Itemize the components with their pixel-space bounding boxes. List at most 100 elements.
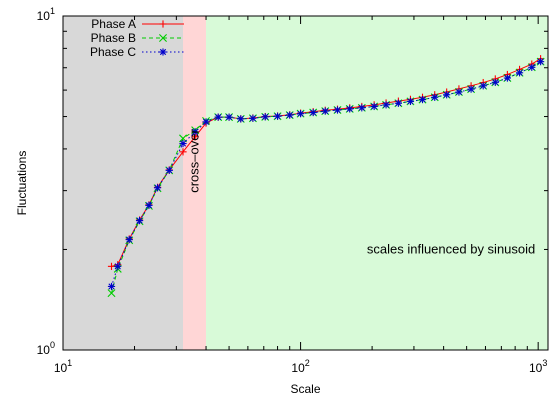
plot-frame: [62, 15, 549, 351]
data-point: [443, 91, 451, 99]
data-point-stroke: [114, 263, 121, 270]
legend-marker: [159, 48, 167, 56]
data-point: [528, 63, 536, 71]
data-point: [296, 110, 305, 118]
data-point: [467, 85, 475, 93]
legend-item: Phase C: [90, 45, 184, 59]
data-point-stroke: [310, 109, 317, 116]
x-tick-label: 102: [291, 358, 309, 375]
data-point: [191, 128, 199, 136]
data-point: [107, 289, 116, 298]
data-point-stroke: [192, 128, 199, 135]
data-point: [431, 93, 439, 101]
data-point: [346, 105, 354, 113]
data-point: [114, 262, 122, 270]
data-point: [237, 115, 245, 123]
data-point-stroke: [443, 91, 450, 98]
data-point-stroke: [455, 88, 463, 96]
data-point-stroke: [215, 114, 222, 121]
region-labels: cross–over scales influenced by sinusoid: [187, 129, 536, 257]
data-point-stroke: [202, 118, 210, 125]
data-point-stroke: [480, 82, 487, 89]
data-point-stroke: [297, 110, 304, 117]
data-point-stroke: [286, 112, 293, 119]
series-layer: [107, 55, 545, 298]
x-tick-label: 101: [54, 358, 72, 375]
data-point-stroke: [166, 167, 173, 174]
data-point: [321, 107, 329, 115]
region-label-crossover: cross–over: [187, 129, 202, 193]
data-point: [358, 104, 366, 112]
x-axis-title: Scale: [290, 382, 320, 396]
data-point: [370, 102, 378, 111]
data-point: [479, 82, 487, 90]
data-point-stroke: [107, 289, 116, 298]
data-point: [491, 78, 499, 86]
data-point: [406, 97, 415, 106]
data-point-stroke: [516, 69, 523, 76]
legend-label: Phase A: [91, 17, 136, 31]
data-point-stroke: [468, 86, 475, 93]
data-point: [145, 201, 153, 209]
data-point: [333, 106, 342, 114]
data-point-stroke: [237, 115, 244, 122]
shaded-regions: [63, 16, 548, 350]
region-label-sinusoid: scales influenced by sinusoid: [367, 241, 535, 256]
data-point-stroke: [528, 64, 535, 71]
data-point-stroke: [371, 103, 378, 110]
data-point-stroke: [225, 114, 233, 121]
series-line: [111, 61, 541, 294]
data-point: [249, 114, 257, 122]
data-point-stroke: [537, 58, 544, 65]
data-point: [418, 95, 427, 104]
y-axis-title: Fluctuations: [15, 151, 29, 216]
data-point: [503, 74, 511, 82]
data-point-stroke: [334, 106, 341, 114]
region-1: [183, 16, 207, 350]
data-point: [537, 58, 545, 66]
data-point: [225, 113, 233, 121]
data-point-stroke: [346, 105, 353, 113]
legend-marker: [159, 34, 167, 42]
data-point-stroke: [262, 113, 269, 120]
data-point: [273, 112, 282, 120]
data-point: [455, 88, 463, 96]
data-point-stroke: [249, 115, 256, 122]
y-tick-label: 101: [37, 6, 55, 23]
legend-item: Phase A: [91, 17, 184, 31]
data-point: [153, 184, 162, 192]
data-point: [107, 262, 116, 270]
data-point-stroke: [492, 79, 499, 86]
region-2: [206, 16, 548, 350]
data-point-stroke: [358, 104, 365, 111]
data-point-stroke: [407, 98, 414, 105]
data-point: [382, 101, 390, 109]
x-tick-label: 103: [529, 358, 547, 375]
data-point: [165, 166, 173, 174]
data-point: [125, 236, 133, 244]
legend-label: Phase B: [91, 31, 136, 45]
data-point-stroke: [382, 101, 390, 108]
data-point: [214, 113, 222, 121]
data-point: [179, 139, 187, 148]
data-point-stroke: [145, 202, 153, 209]
y-tick-label: 100: [37, 340, 55, 357]
data-point: [309, 108, 317, 117]
data-point-stroke: [108, 283, 115, 290]
data-point-stroke: [274, 113, 281, 120]
data-point: [394, 99, 402, 107]
data-point: [515, 69, 524, 77]
region-0: [63, 16, 184, 350]
data-point: [179, 148, 187, 156]
data-point: [202, 118, 210, 126]
data-point: [261, 113, 269, 121]
data-point-stroke: [136, 217, 143, 224]
data-point-stroke: [126, 236, 133, 243]
data-point-stroke: [419, 96, 426, 103]
legend-label: Phase C: [90, 45, 136, 59]
data-point: [107, 282, 116, 291]
data-point-stroke: [322, 108, 329, 115]
